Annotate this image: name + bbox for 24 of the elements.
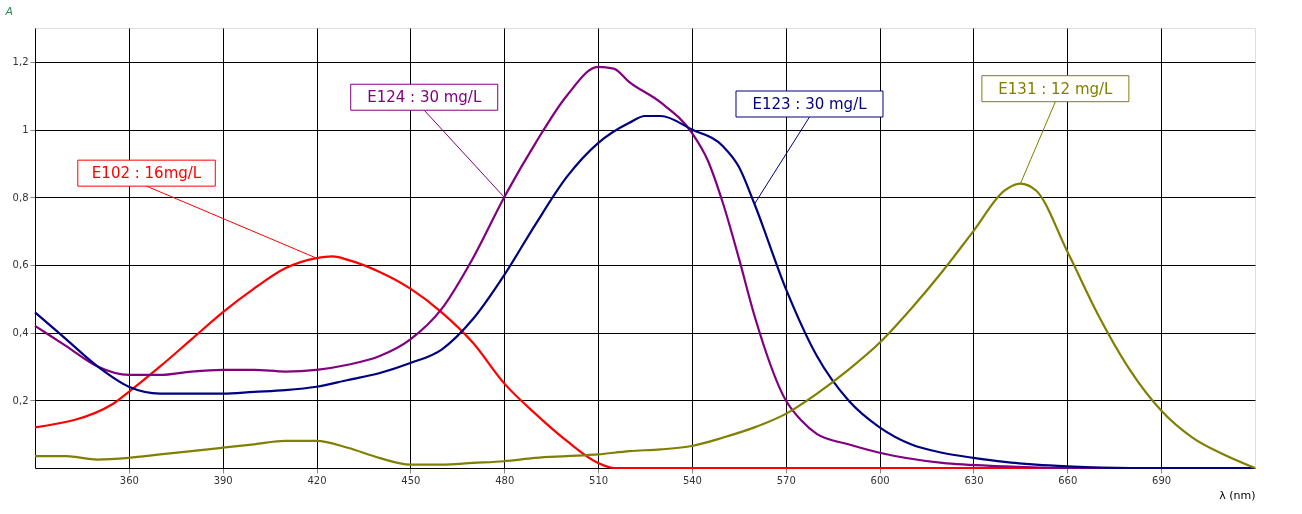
- x-tick-label: 390: [213, 474, 233, 486]
- annotation: E123 : 30 mg/L: [752, 95, 868, 113]
- x-tick-label: 510: [589, 474, 609, 486]
- x-tick-label: 420: [307, 474, 327, 486]
- y-tick-label: 0,8: [12, 191, 29, 203]
- x-tick-label: 660: [1058, 474, 1078, 486]
- x-tick-label: 450: [401, 474, 421, 486]
- annotation: E102 : 16mg/L: [91, 164, 202, 183]
- y-tick-label: 0,2: [12, 394, 29, 406]
- x-tick-label: 360: [119, 474, 139, 486]
- x-tick-label: 690: [1152, 474, 1172, 486]
- x-tick-label: 540: [682, 474, 702, 486]
- x-axis-title: λ (nm): [1219, 488, 1256, 502]
- x-tick-label: 600: [870, 474, 890, 486]
- x-tick-label: 630: [964, 474, 984, 486]
- y-tick-label: 1: [22, 124, 29, 136]
- x-tick-label: 480: [495, 474, 515, 486]
- y-tick-label: 1,2: [12, 56, 29, 68]
- y-tick-label: 0,4: [12, 327, 29, 339]
- x-tick-label: 570: [776, 474, 796, 486]
- annotation: E131 : 12 mg/L: [998, 79, 1114, 98]
- annotation: E124 : 30 mg/L: [367, 88, 482, 107]
- y-axis-title: A: [4, 4, 14, 18]
- y-tick-label: 0,6: [12, 259, 29, 271]
